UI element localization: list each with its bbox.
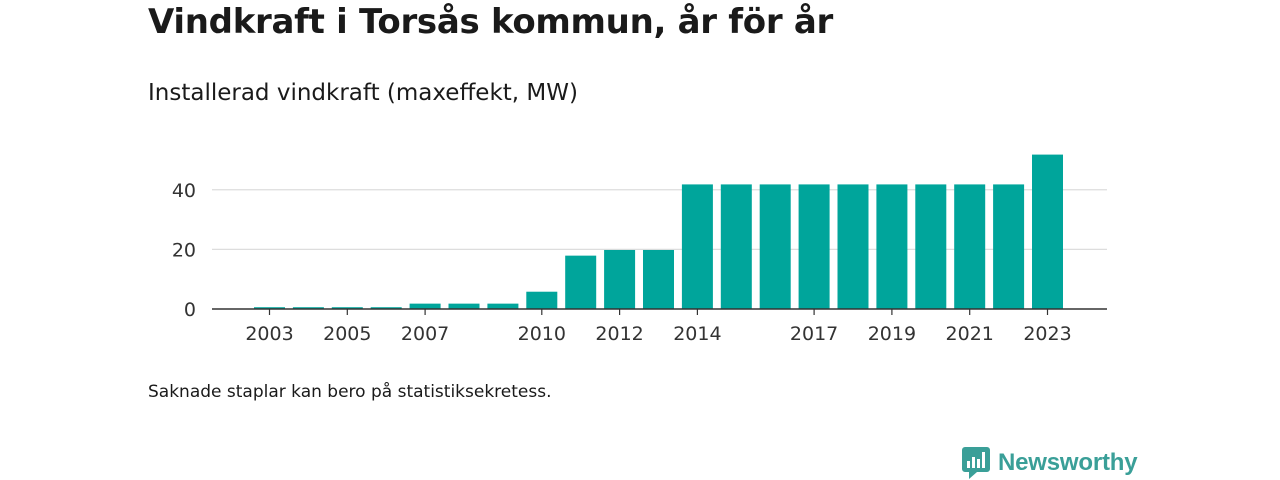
bar-2009 [487, 303, 519, 309]
x-tick-label: 2019 [868, 323, 916, 345]
bar-2010 [526, 291, 558, 309]
footnote: Saknade staplar kan bero på statistiksek… [148, 382, 552, 402]
x-tick-label: 2014 [673, 323, 721, 345]
chart-title: Vindkraft i Torsås kommun, år för år [148, 2, 833, 42]
x-tick-label: 2005 [323, 323, 371, 345]
bar-2008 [448, 303, 480, 309]
bar-2013 [643, 249, 674, 309]
bar-2006 [370, 307, 402, 309]
bar-2014 [681, 184, 713, 309]
bar-2019 [876, 184, 908, 309]
bar-2016 [759, 184, 791, 309]
bar-chart-speech-bubble-icon [962, 447, 990, 479]
bars [254, 154, 1063, 309]
bar-2015 [720, 184, 752, 309]
x-tick-label: 2003 [245, 323, 293, 345]
bar-2020 [915, 184, 947, 309]
bar-2017 [798, 184, 830, 309]
x-tick-label: 2021 [946, 323, 994, 345]
axes: 0 20 40 2003 2005 2007 2010 2012 2014 2017 2019 202… [172, 180, 1107, 345]
bar-2005 [331, 307, 363, 309]
brand-name: Newsworthy [998, 449, 1138, 476]
y-tick-label: 40 [172, 180, 196, 202]
x-tick-label: 2010 [518, 323, 566, 345]
bar-2012 [604, 249, 636, 309]
x-tick-label: 2023 [1023, 323, 1071, 345]
bar-2021 [954, 184, 986, 309]
bar-2022 [993, 184, 1025, 309]
bar-2004 [292, 307, 324, 309]
chart-subtitle: Installerad vindkraft (maxeffekt, MW) [148, 80, 578, 106]
y-tick-label: 20 [172, 239, 196, 261]
x-tick-label: 2012 [595, 323, 643, 345]
y-tick-label: 0 [184, 299, 196, 321]
bar-2018 [837, 184, 869, 309]
bar-2011 [565, 255, 597, 309]
bar-chart: 0 20 40 2003 2005 2007 2010 2012 2014 2017 2019 202… [172, 154, 1107, 345]
bar-2023 [1032, 154, 1063, 309]
x-tick-label: 2007 [401, 323, 449, 345]
bar-2007 [409, 303, 441, 309]
x-tick-label: 2017 [790, 323, 838, 345]
newsworthy-logo: Newsworthy [962, 447, 1138, 479]
bar-2003 [254, 307, 285, 309]
